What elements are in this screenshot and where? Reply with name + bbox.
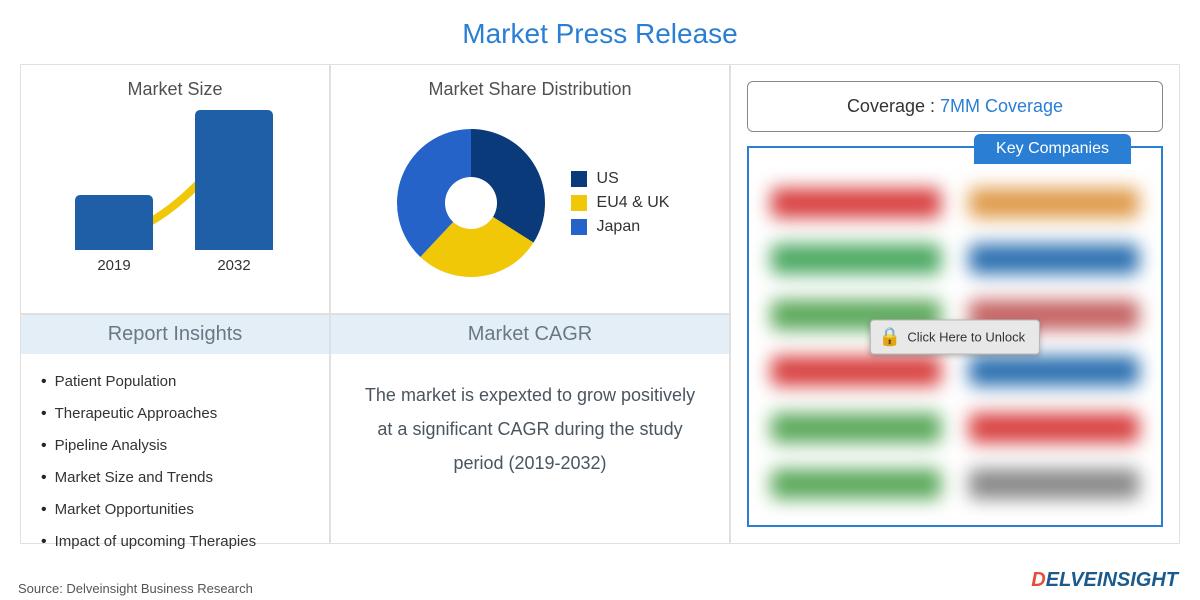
list-item: Market Opportunities bbox=[41, 494, 309, 526]
insights-list: Patient PopulationTherapeutic Approaches… bbox=[31, 362, 319, 562]
legend-item: US bbox=[571, 170, 670, 188]
blurred-logo bbox=[969, 188, 1139, 218]
list-item: Patient Population bbox=[41, 366, 309, 398]
blurred-logo bbox=[771, 244, 941, 274]
unlock-label: Click Here to Unlock bbox=[907, 329, 1025, 344]
coverage-value: 7MM Coverage bbox=[940, 96, 1063, 116]
page-title: Market Press Release bbox=[0, 0, 1200, 64]
list-item: Impact of upcoming Therapies bbox=[41, 526, 309, 558]
legend-swatch bbox=[571, 171, 587, 187]
right-column: Coverage : 7MM Coverage Key Companies 🔒 … bbox=[730, 64, 1180, 544]
blurred-logo bbox=[771, 356, 941, 386]
cagr-panel: Market CAGR The market is expexted to gr… bbox=[330, 314, 730, 544]
legend-label: EU4 & UK bbox=[597, 194, 670, 212]
cagr-text: The market is expexted to grow positivel… bbox=[341, 362, 719, 497]
insights-panel: Report Insights Patient PopulationTherap… bbox=[20, 314, 330, 544]
brand-logo: DELVEINSIGHT bbox=[1031, 569, 1178, 592]
legend-swatch bbox=[571, 219, 587, 235]
brand-rest: ELVEINSIGHT bbox=[1046, 569, 1178, 591]
blurred-logo bbox=[969, 413, 1139, 443]
legend-item: Japan bbox=[571, 218, 670, 236]
list-item: Pipeline Analysis bbox=[41, 430, 309, 462]
bar bbox=[195, 110, 273, 250]
legend-item: EU4 & UK bbox=[571, 194, 670, 212]
legend-swatch bbox=[571, 195, 587, 211]
legend-label: Japan bbox=[597, 218, 641, 236]
list-item: Therapeutic Approaches bbox=[41, 398, 309, 430]
blurred-logo bbox=[969, 244, 1139, 274]
legend-label: US bbox=[597, 170, 619, 188]
bar-label: 2032 bbox=[195, 257, 273, 274]
bar bbox=[75, 195, 153, 250]
bar-chart: 2019 2032 bbox=[45, 108, 305, 278]
source-text: Source: Delveinsight Business Research bbox=[18, 581, 253, 596]
blurred-logo bbox=[771, 188, 941, 218]
key-companies-title: Key Companies bbox=[974, 134, 1131, 164]
cagr-title: Market CAGR bbox=[331, 315, 729, 354]
pie-chart bbox=[391, 123, 551, 283]
insights-title: Report Insights bbox=[21, 315, 329, 354]
blurred-logo bbox=[969, 469, 1139, 499]
market-size-panel: Market Size 2019 2032 bbox=[20, 64, 330, 314]
market-size-title: Market Size bbox=[31, 75, 319, 108]
blurred-logo bbox=[969, 356, 1139, 386]
unlock-button[interactable]: 🔒 Click Here to Unlock bbox=[870, 319, 1040, 354]
list-item: Market Size and Trends bbox=[41, 462, 309, 494]
pie-panel: Market Share Distribution US EU4 & UK Japa… bbox=[330, 64, 730, 314]
content-grid: Market Size 2019 2032 Market Share Distri… bbox=[0, 64, 1200, 544]
coverage-label: Coverage : bbox=[847, 96, 935, 116]
brand-accent: D bbox=[1031, 569, 1045, 591]
blurred-logo bbox=[771, 469, 941, 499]
lock-icon: 🔒 bbox=[879, 326, 901, 347]
pie-legend: US EU4 & UK Japan bbox=[571, 164, 670, 242]
key-companies-box: Key Companies 🔒 Click Here to Unlock bbox=[747, 146, 1163, 527]
blurred-logo bbox=[771, 413, 941, 443]
coverage-box: Coverage : 7MM Coverage bbox=[747, 81, 1163, 132]
pie-title: Market Share Distribution bbox=[341, 75, 719, 108]
bar-label: 2019 bbox=[75, 257, 153, 274]
